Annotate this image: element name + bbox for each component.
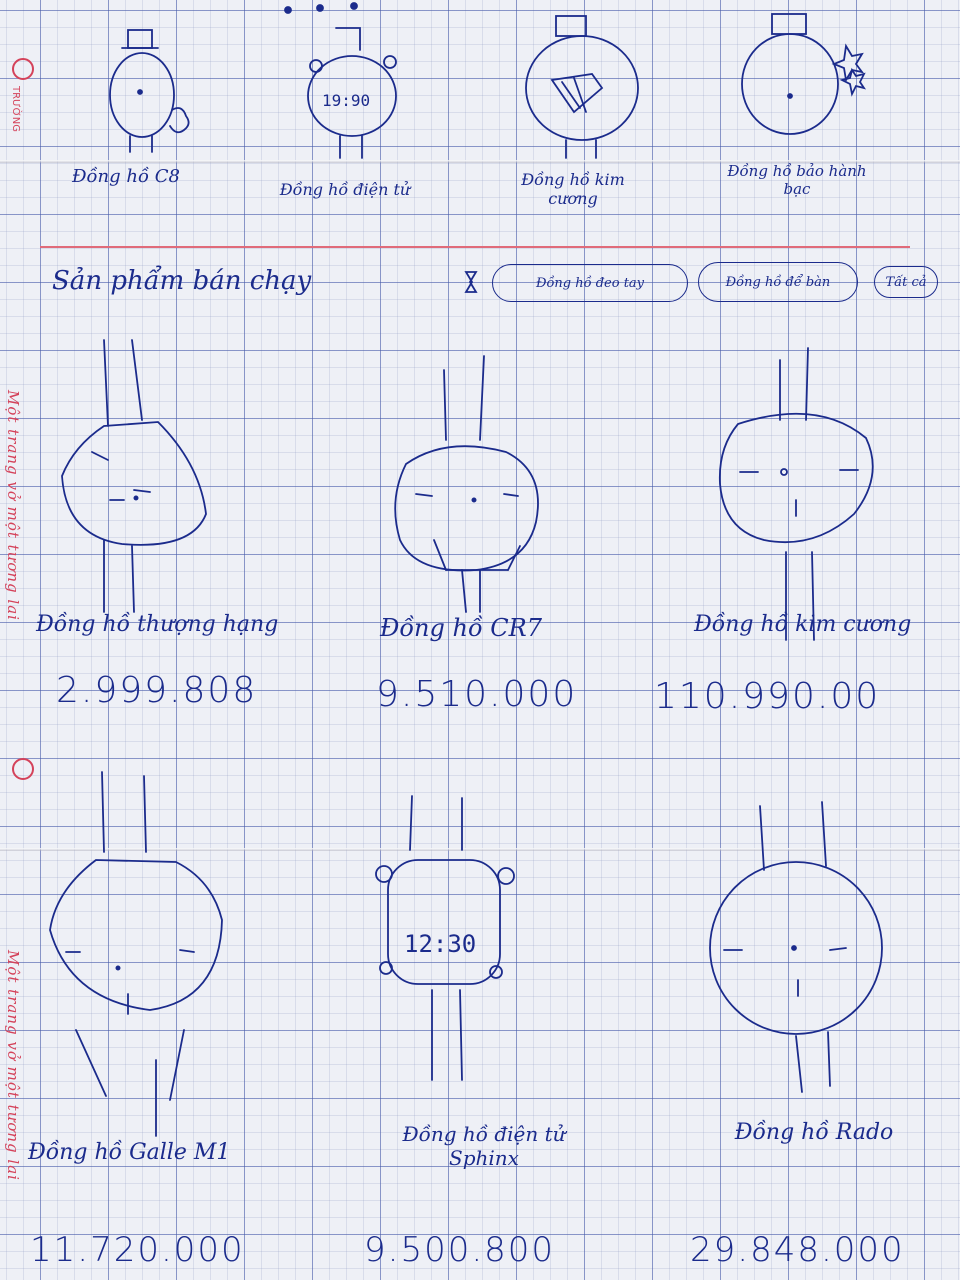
product-price: 2.999.808 [56, 670, 258, 711]
product-price: 29.848.000 [690, 1230, 905, 1270]
product-name[interactable]: Đồng hồ kim cương [694, 612, 912, 637]
filter-all-button[interactable]: Tất cả [874, 266, 938, 298]
product-watch-3-icon [718, 347, 874, 641]
watch-silver-icon [741, 13, 867, 135]
section-title: Sản phẩm bán chạy [52, 266, 312, 296]
product-price: 9.510.000 [376, 674, 578, 715]
product-name[interactable]: Đồng hồ CR7 [380, 614, 542, 642]
watch-diamond-icon [525, 15, 639, 159]
watch-digital-icon: 19:90 [307, 27, 397, 159]
product-watch-4-icon [49, 771, 223, 1137]
product-watch-2-icon [394, 355, 539, 613]
watch-digital-time: 19:90 [322, 91, 370, 110]
product-price: 110.990.00 [654, 676, 881, 717]
brand-logo-icon [12, 58, 34, 80]
product-price: 11.720.000 [30, 1230, 245, 1270]
paper-fold [0, 160, 960, 163]
filter-desk-clock-button[interactable]: Đồng hồ để bàn [698, 262, 858, 302]
product-watch-5-icon: 12:30 [375, 795, 515, 1081]
brand-print: TRƯỜNG [10, 86, 21, 132]
top-watch-1-label[interactable]: Đồng hồ C8 [72, 166, 180, 187]
product-price: 9.500.800 [364, 1230, 556, 1270]
top-watch-3-label[interactable]: Đồng hồ kim cương [521, 170, 625, 208]
filter-wristwatch-button[interactable]: Đồng hồ đeo tay [492, 264, 688, 302]
hourglass-filter-icon [464, 271, 478, 293]
top-watch-4-label[interactable]: Đồng hồ bảo hành bạc [727, 162, 867, 198]
section-divider [40, 246, 910, 248]
product-watch-6-icon [709, 801, 883, 1093]
margin-slogan: Một trang vở một tương lai [4, 950, 22, 1181]
paper-fold [0, 848, 960, 851]
product-name[interactable]: Đồng hồ thượng hạng [36, 612, 279, 637]
product-name[interactable]: Đồng hồ Galle M1 [28, 1140, 231, 1165]
product-digital-time: 12:30 [404, 930, 476, 958]
product-watch-1-icon [61, 339, 207, 613]
margin-slogan: Một trang vở một tương lai [4, 390, 22, 621]
brand-logo-icon [12, 758, 34, 780]
product-name[interactable]: Đồng hồ điện tử Sphinx [402, 1122, 566, 1170]
top-watch-2-label[interactable]: Đồng hồ điện tử [279, 180, 411, 199]
watch-c8-icon [109, 29, 190, 153]
product-name[interactable]: Đồng hồ Rado [734, 1120, 894, 1145]
